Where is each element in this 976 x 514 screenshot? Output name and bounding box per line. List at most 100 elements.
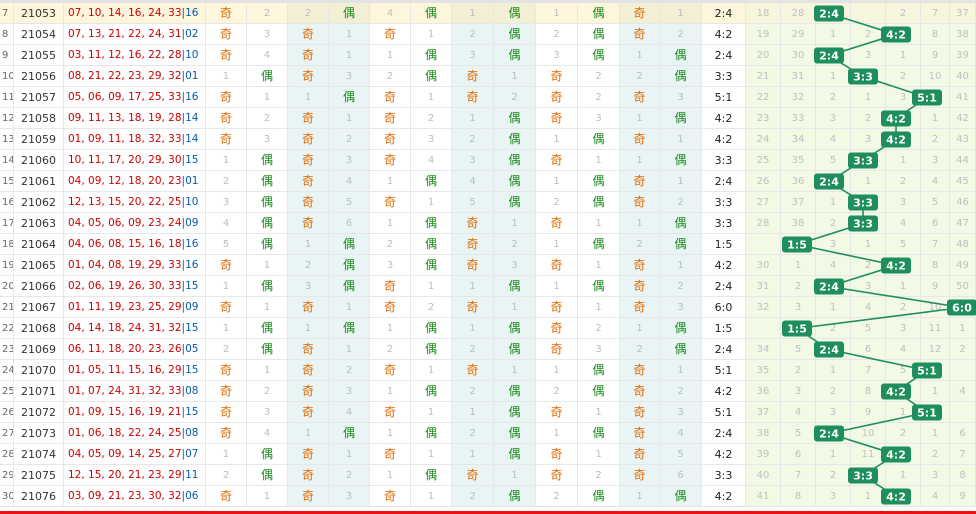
ratio-distribution-cell (816, 171, 851, 192)
ratio-distribution-cell: 23 (746, 108, 781, 129)
ratio-distribution-cell: 4 (781, 318, 816, 339)
number-separator: | (181, 322, 186, 334)
table-row[interactable]: 26 21072 01, 09, 15, 16, 19, 21|15 奇 3 奇 4 奇 1 1 偶… (0, 402, 976, 423)
table-row[interactable]: 15 21061 04, 09, 12, 18, 20, 23|01 2 偶奇 4 1 偶 4 偶… (0, 171, 976, 192)
row-index: 26 (0, 402, 14, 423)
odd-marker: 奇 (288, 444, 329, 465)
table-row[interactable]: 14 21060 10, 11, 17, 20, 29, 30|15 1 偶奇 3 奇 4 3 偶… (0, 150, 976, 171)
omission-count: 1 (536, 171, 578, 192)
table-row[interactable]: 21 21067 01, 11, 19, 23, 25, 29|09 奇 1 奇 1 奇 2 奇 1… (0, 297, 976, 318)
draw-numbers-cell: 01, 09, 15, 16, 19, 21|15 (64, 402, 206, 423)
omission-count: 2 (329, 129, 370, 150)
odd-even-ratio: 2:4 (702, 339, 746, 360)
omission-count: 1 (206, 444, 247, 465)
ratio-distribution-cell (950, 297, 976, 318)
blue-ball-number: 10 (185, 196, 199, 208)
omission-count: 1 (578, 297, 620, 318)
table-row[interactable]: 12 21058 09, 11, 13, 18, 19, 28|14 奇 2 奇 1 奇 2 1 偶… (0, 108, 976, 129)
ratio-distribution-cell: 1 (886, 402, 921, 423)
ratio-distribution-cell: 32 (781, 87, 816, 108)
red-ball-numbers: 12, 15, 20, 21, 23, 29 (68, 469, 182, 481)
omission-count: 1 (370, 381, 411, 402)
table-row[interactable]: 30 21076 03, 09, 21, 23, 30, 32|06 奇 1 奇 3 奇 1 2 偶… (0, 486, 976, 507)
red-ball-numbers: 07, 13, 21, 22, 24, 31 (68, 28, 182, 40)
omission-count: 1 (452, 444, 494, 465)
ratio-distribution-cell: 2 (816, 381, 851, 402)
table-row[interactable]: 17 21063 04, 05, 06, 09, 23, 24|09 4 偶奇 6 1 偶奇 1… (0, 213, 976, 234)
omission-count: 1 (411, 87, 452, 108)
even-marker: 偶 (329, 3, 370, 24)
even-marker: 偶 (578, 192, 620, 213)
ratio-distribution-cell: 2 (886, 297, 921, 318)
draw-numbers-cell: 01, 09, 11, 18, 32, 33|14 (64, 129, 206, 150)
table-row[interactable]: 10 21056 08, 21, 22, 23, 29, 32|01 1 偶奇 3 2 偶奇 1… (0, 66, 976, 87)
even-marker: 偶 (578, 276, 620, 297)
table-row[interactable]: 13 21059 01, 09, 11, 18, 32, 33|14 奇 3 奇 2 奇 3 2 偶… (0, 129, 976, 150)
issue-number: 21061 (14, 171, 64, 192)
even-marker: 偶 (494, 3, 536, 24)
omission-count: 3 (247, 24, 288, 45)
ratio-distribution-cell (886, 108, 921, 129)
table-row[interactable]: 16 21062 12, 13, 15, 20, 22, 25|10 3 偶奇 5 奇 1 5 偶… (0, 192, 976, 213)
issue-number: 21055 (14, 45, 64, 66)
ratio-distribution-cell: 27 (746, 192, 781, 213)
odd-marker: 奇 (536, 444, 578, 465)
issue-number: 21058 (14, 108, 64, 129)
ratio-distribution-cell: 2 (816, 318, 851, 339)
table-row[interactable]: 11 21057 05, 06, 09, 17, 25, 33|16 奇 1 1 偶奇 1 奇 2… (0, 87, 976, 108)
omission-count: 2 (536, 192, 578, 213)
ratio-distribution-cell: 28 (781, 3, 816, 24)
blue-ball-number: 16 (185, 259, 199, 271)
odd-marker: 奇 (288, 339, 329, 360)
omission-count: 2 (452, 423, 494, 444)
table-row[interactable]: 29 21075 12, 15, 20, 21, 23, 29|11 2 偶奇 2 1 偶奇 1… (0, 465, 976, 486)
table-row[interactable]: 28 21074 04, 05, 09, 14, 25, 27|07 1 偶奇 1 奇 1 1 偶… (0, 444, 976, 465)
draw-numbers-cell: 01, 04, 08, 19, 29, 33|16 (64, 255, 206, 276)
ratio-distribution-cell: 3 (851, 129, 886, 150)
row-index: 12 (0, 108, 14, 129)
ratio-distribution-cell (816, 339, 851, 360)
ratio-distribution-cell: 2 (921, 444, 950, 465)
row-index: 29 (0, 465, 14, 486)
table-row[interactable]: 23 21069 06, 11, 18, 20, 23, 26|05 2 偶奇 1 2 偶 2 偶… (0, 339, 976, 360)
blue-ball-number: 15 (185, 322, 199, 334)
ratio-distribution-cell: 5 (851, 318, 886, 339)
ratio-distribution-cell: 8 (921, 255, 950, 276)
table-row[interactable]: 22 21068 04, 14, 18, 24, 31, 32|15 1 偶 1 偶 1 偶 1 偶… (0, 318, 976, 339)
ratio-distribution-cell: 11 (921, 318, 950, 339)
table-row[interactable]: 24 21070 01, 05, 11, 15, 16, 29|15 奇 1 奇 2 奇 1 奇 1… (0, 360, 976, 381)
omission-count: 4 (660, 423, 702, 444)
ratio-distribution-cell (746, 234, 781, 255)
even-marker: 偶 (494, 276, 536, 297)
ratio-distribution-cell: 1 (816, 192, 851, 213)
row-index: 20 (0, 276, 14, 297)
table-row[interactable]: 8 21054 07, 13, 21, 22, 24, 31|02 奇 3 奇 1 奇 1 2 偶 2… (0, 24, 976, 45)
table-row[interactable]: 18 21064 04, 06, 08, 15, 16, 18|16 5 偶 1 偶 2 偶奇 2… (0, 234, 976, 255)
ratio-distribution-cell: 40 (950, 66, 976, 87)
ratio-distribution-cell: 7 (851, 360, 886, 381)
table-row[interactable]: 7 21053 07, 10, 14, 16, 24, 33|16 奇 2 2 偶 4 偶 1 偶 1… (0, 3, 976, 24)
table-row[interactable]: 25 21071 01, 07, 24, 31, 32, 33|08 奇 2 奇 3 1 偶 2 偶… (0, 381, 976, 402)
ratio-distribution-cell: 35 (746, 360, 781, 381)
odd-marker: 奇 (206, 45, 247, 66)
table-row[interactable]: 27 21073 01, 06, 18, 22, 24, 25|08 奇 4 1 偶 1 偶 2 偶… (0, 423, 976, 444)
omission-count: 1 (329, 45, 370, 66)
ratio-distribution-cell: 30 (781, 45, 816, 66)
table-row[interactable]: 19 21065 01, 04, 08, 19, 29, 33|16 奇 1 2 偶 3 偶奇 3… (0, 255, 976, 276)
ratio-distribution-cell: 7 (921, 234, 950, 255)
even-marker: 偶 (660, 108, 702, 129)
ratio-distribution-cell: 35 (781, 150, 816, 171)
omission-count: 4 (370, 3, 411, 24)
table-row[interactable]: 9 21055 03, 11, 12, 16, 22, 28|10 奇 4 奇 1 1 偶 3 偶 3… (0, 45, 976, 66)
ratio-distribution-cell (851, 465, 886, 486)
odd-marker: 奇 (620, 24, 660, 45)
ratio-distribution-cell: 48 (950, 234, 976, 255)
odd-marker: 奇 (452, 213, 494, 234)
ratio-distribution-cell: 10 (921, 66, 950, 87)
even-marker: 偶 (578, 45, 620, 66)
table-row[interactable]: 20 21066 02, 06, 19, 26, 30, 33|15 1 偶 3 偶奇 1 1 偶… (0, 276, 976, 297)
omission-count: 2 (660, 276, 702, 297)
omission-count: 1 (206, 318, 247, 339)
odd-marker: 奇 (288, 402, 329, 423)
ratio-distribution-cell: 1 (851, 87, 886, 108)
